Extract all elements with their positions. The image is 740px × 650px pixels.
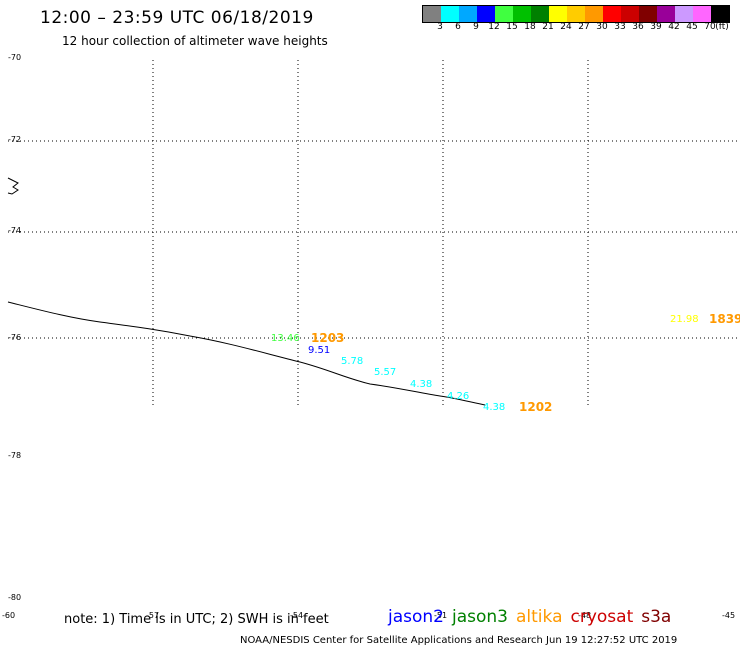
legend-unit-label: (ft) (715, 22, 729, 32)
legend-tick-label: 70 (704, 22, 716, 32)
legend-swatch (585, 6, 603, 22)
latitude-label: -70 (8, 53, 21, 62)
legend-swatch (639, 6, 657, 22)
legend-swatch (477, 6, 495, 22)
legend-tick-label: 9 (473, 22, 479, 32)
longitude-label: -57 (146, 611, 159, 620)
legend-tick-label: 3 (437, 22, 443, 32)
legend-swatch (657, 6, 675, 22)
legend-tick-label: 21 (542, 22, 554, 32)
legend-swatch (513, 6, 531, 22)
legend-tick-label: 18 (524, 22, 536, 32)
legend-swatch (567, 6, 585, 22)
longitude-label: -51 (434, 611, 447, 620)
swh-observation-label: 5.78 (341, 356, 363, 367)
latitude-label: -80 (8, 593, 21, 602)
legend-tick-label: 33 (614, 22, 626, 32)
legend-swatch (495, 6, 513, 22)
longitude-label: -60 (2, 611, 15, 620)
satellite-legend-item: altika (516, 607, 563, 627)
legend-tick-label: 45 (686, 22, 698, 32)
legend-swatch (675, 6, 693, 22)
swh-observation-label: 5.57 (374, 367, 396, 378)
legend-tick-label: 36 (632, 22, 644, 32)
legend-swatch (549, 6, 567, 22)
legend-swatch (603, 6, 621, 22)
swh-observation-label: 4.38 (483, 402, 505, 413)
legend-tick-label: 39 (650, 22, 662, 32)
latitude-label: -78 (8, 451, 21, 460)
legend-swatch (423, 6, 441, 22)
legend-swatch (693, 6, 711, 22)
latitude-label: -76 (8, 333, 21, 342)
satellite-ground-track (7, 301, 486, 406)
legend-tick-label: 6 (455, 22, 461, 32)
satellite-legend-item: cryosat (570, 607, 634, 627)
legend-swatch (621, 6, 639, 22)
swh-observation-label: 1202 (519, 400, 552, 414)
longitude-labels: -60 -57 -54 -51 -48 -45 (2, 611, 735, 620)
satellite-legend-item: jason2 (388, 607, 444, 627)
swh-observation-label: 1839 (709, 312, 740, 326)
footer-credit: NOAA/NESDIS Center for Satellite Applica… (240, 635, 678, 646)
swh-observation-label: 13.46 (271, 333, 300, 344)
legend-swatch (531, 6, 549, 22)
footer-note: note: 1) Time is in UTC; 2) SWH is in fe… (64, 612, 329, 627)
wave-height-color-legend (422, 5, 730, 23)
legend-tick-label: 12 (488, 22, 500, 32)
legend-swatch (459, 6, 477, 22)
legend-tick-label: 27 (578, 22, 590, 32)
swh-observation-label: 4.26 (447, 391, 469, 402)
legend-tick-label: 30 (596, 22, 608, 32)
latitude-label: -72 (8, 135, 21, 144)
swh-observation-label: 4.38 (410, 379, 432, 390)
longitude-label: -54 (290, 611, 303, 620)
satellite-legend-item: s3a (641, 607, 672, 627)
legend-swatch (711, 6, 729, 22)
satellite-legend: jason2 jason3 altika cryosat s3a (388, 607, 679, 627)
map-gridlines (8, 60, 740, 406)
longitude-label: -48 (578, 611, 591, 620)
latitude-label: -74 (8, 226, 21, 235)
swh-observation-label: 21.98 (670, 314, 699, 325)
swh-observation-label: 1203 (311, 331, 344, 345)
coastline (7, 177, 19, 195)
legend-swatch (441, 6, 459, 22)
swh-observation-label: 9.51 (308, 345, 330, 356)
map-title: 12:00 – 23:59 UTC 06/18/2019 (40, 8, 314, 28)
satellite-legend-item: jason3 (452, 607, 508, 627)
longitude-label: -45 (722, 611, 735, 620)
latitude-labels: -70 -72 -74 -76 -78 -80 (8, 53, 21, 602)
map-subtitle: 12 hour collection of altimeter wave hei… (62, 34, 328, 48)
legend-tick-label: 24 (560, 22, 572, 32)
legend-tick-label: 42 (668, 22, 680, 32)
legend-tick-label: 15 (506, 22, 518, 32)
